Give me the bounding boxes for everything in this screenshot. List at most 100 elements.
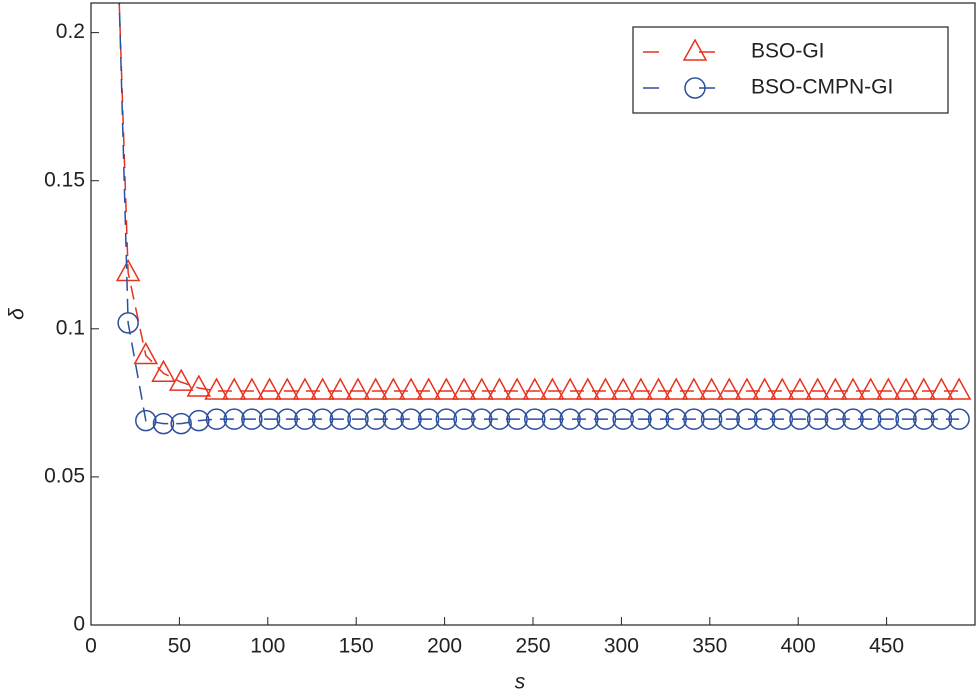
data-point (718, 408, 740, 430)
data-point (699, 377, 724, 400)
data-point (663, 377, 689, 400)
data-point (946, 377, 972, 400)
data-point (948, 408, 970, 430)
x-tick-label: 300 (604, 635, 639, 658)
data-point (292, 377, 318, 400)
data-point (877, 408, 900, 430)
data-point (840, 377, 866, 400)
data-point (557, 377, 583, 400)
legend-marker (682, 38, 708, 61)
data-point (329, 408, 352, 430)
data-point (630, 408, 652, 430)
data-point (734, 377, 760, 400)
data-point (487, 377, 512, 400)
data-point (612, 408, 634, 430)
data-point (239, 377, 265, 400)
data-point (858, 377, 883, 400)
x-axis-label: s (515, 671, 526, 694)
data-point (453, 408, 475, 430)
y-tick-label: 0.15 (44, 168, 85, 191)
data-point (382, 408, 405, 430)
x-tick-label: 350 (692, 635, 727, 658)
data-point (435, 408, 458, 430)
data-point (221, 377, 247, 400)
data-point (911, 377, 936, 400)
data-point (753, 408, 776, 430)
y-axis-label: δ (6, 308, 29, 320)
data-point (771, 408, 794, 430)
data-point (628, 377, 654, 400)
data-point (310, 377, 335, 400)
data-point (895, 408, 917, 430)
data-point (347, 408, 369, 430)
data-point (859, 408, 882, 430)
data-point (789, 408, 811, 430)
data-point (168, 368, 194, 391)
x-tick-label: 400 (781, 635, 816, 658)
data-point (363, 377, 388, 400)
data-point (170, 412, 192, 435)
data-point (416, 377, 441, 400)
data-point (294, 408, 316, 430)
data-point (823, 377, 848, 400)
x-tick-label: 150 (339, 635, 374, 658)
data-point (575, 377, 601, 400)
data-point (683, 408, 705, 430)
data-point (540, 377, 565, 400)
y-tick-label: 0 (73, 613, 85, 636)
data-point (345, 377, 371, 400)
data-point (135, 409, 157, 432)
data-point (241, 408, 263, 430)
legend-box (632, 26, 949, 114)
data-point (328, 377, 353, 400)
data-point (117, 312, 139, 334)
data-point (770, 377, 795, 400)
data-point (451, 377, 477, 400)
data-point (716, 377, 742, 400)
plot-area (115, 3, 972, 435)
plot-frame (90, 2, 976, 626)
data-point (364, 408, 387, 430)
data-point (805, 377, 830, 400)
data-point (133, 341, 159, 365)
data-point (204, 377, 229, 400)
data-point (504, 377, 530, 400)
data-point (188, 409, 210, 432)
data-point (417, 408, 440, 430)
data-point (488, 408, 511, 430)
data-point (930, 408, 953, 430)
data-point (276, 408, 298, 430)
data-point (506, 408, 528, 430)
data-point (610, 377, 636, 400)
legend-label: BSO-CMPN-GI (751, 76, 893, 99)
x-tick-label: 50 (168, 635, 191, 658)
x-tick-label: 100 (250, 635, 285, 658)
data-point (876, 377, 901, 400)
x-tick-label: 450 (869, 635, 904, 658)
y-tick-label: 0.1 (56, 316, 85, 339)
data-point (400, 408, 422, 430)
data-point (577, 408, 599, 430)
data-point (524, 408, 546, 430)
data-point (257, 377, 282, 400)
data-point (647, 408, 670, 430)
data-point (205, 408, 228, 430)
data-point (893, 377, 919, 400)
data-point (274, 377, 300, 400)
data-point (470, 408, 493, 430)
data-point (665, 408, 687, 430)
data-point (752, 377, 777, 400)
data-point (381, 377, 406, 400)
data-point (700, 408, 723, 430)
series-line (118, 3, 960, 425)
data-point (115, 258, 141, 282)
data-point (736, 408, 758, 430)
data-point (522, 377, 548, 400)
data-point (594, 408, 617, 430)
data-point (824, 408, 847, 430)
y-tick-label: 0.05 (44, 464, 85, 487)
series-line (118, 3, 960, 392)
x-tick-label: 0 (85, 635, 97, 658)
data-point (787, 377, 813, 400)
